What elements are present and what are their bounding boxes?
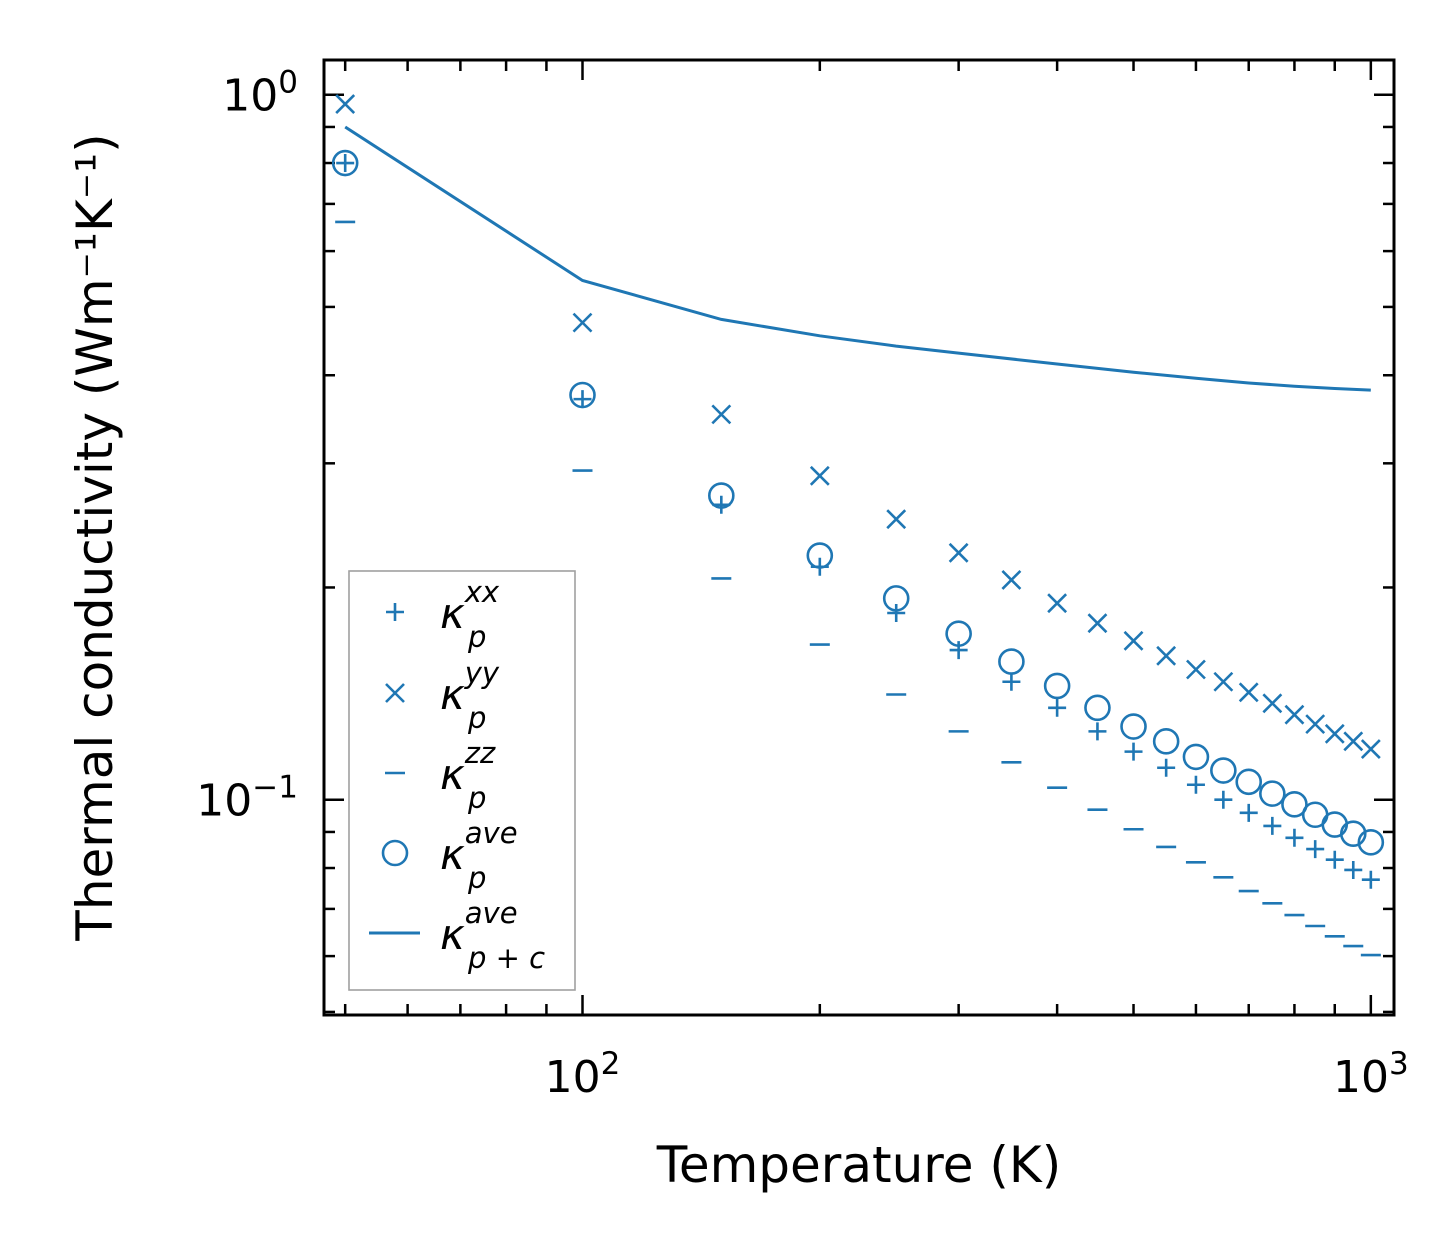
data-point-ave: [1339, 820, 1367, 847]
data-point-yy: [1087, 613, 1108, 634]
data-point-yy: [1262, 693, 1283, 714]
legend-handle-circle: [381, 839, 409, 867]
legend-handle-plus: [386, 603, 404, 621]
data-point-xx: [949, 641, 968, 660]
series-line-kappa-pc-ave: [344, 125, 1371, 392]
data-point-xx: [336, 154, 355, 173]
data-point-xx: [1285, 828, 1304, 847]
data-point-ave: [945, 620, 972, 647]
y-tick-label: 10−1: [196, 770, 298, 827]
legend-label: κave p: [440, 816, 518, 895]
y-axis-title: Thermal conductivity (Wm⁻¹K⁻¹): [66, 133, 124, 941]
legend-label: κxx p: [440, 575, 500, 654]
data-point-yy: [711, 404, 732, 425]
data-point-yy: [1343, 731, 1364, 752]
data-point-yy: [1360, 739, 1381, 759]
data-point-xx: [1344, 860, 1363, 879]
data-point-yy: [1001, 569, 1022, 590]
data-point-ave: [1281, 791, 1308, 818]
data-point-xx: [1239, 803, 1258, 822]
data-point-ave: [1357, 829, 1385, 856]
data-point-yy: [1238, 682, 1259, 703]
data-point-ave: [1210, 757, 1237, 784]
data-point-yy: [1324, 723, 1345, 744]
data-point-ave: [806, 542, 834, 569]
data-point-xx: [1157, 758, 1176, 777]
data-point-yy: [1123, 630, 1144, 651]
data-point-yy: [809, 465, 830, 486]
data-marks: [331, 94, 1385, 957]
data-point-ave: [1235, 768, 1263, 796]
data-point-yy: [335, 94, 356, 114]
x-tick-labels: 102 103: [545, 1046, 1409, 1103]
data-point-ave: [331, 149, 359, 177]
legend-frame: [348, 570, 576, 991]
data-point-ave: [882, 585, 910, 612]
data-point-ave: [998, 648, 1025, 675]
data-point-yy: [1284, 704, 1305, 725]
x-axis-title: Temperature (K): [656, 1136, 1061, 1194]
legend-label: κzz p: [440, 736, 496, 815]
data-point-ave: [569, 381, 596, 409]
data-point-xx: [573, 390, 592, 409]
data-point-xx: [1361, 870, 1380, 889]
data-point-xx: [887, 604, 906, 623]
data-point-ave: [1043, 672, 1071, 700]
x-tick-label: 103: [1333, 1046, 1409, 1103]
data-point-xx: [1325, 850, 1344, 869]
data-point-xx: [1306, 840, 1325, 859]
x-tick-label: 102: [545, 1046, 621, 1103]
data-point-yy: [572, 312, 593, 333]
legend-label: κave p + c: [440, 896, 545, 975]
data-point-xx: [1124, 742, 1143, 761]
legend-label: κyy p: [440, 656, 500, 735]
data-point-yy: [1156, 645, 1177, 666]
data-point-ave: [1152, 728, 1180, 755]
y-tick-labels: 10−1 100: [196, 65, 298, 827]
data-point-yy: [1186, 659, 1206, 680]
data-point-xx: [1214, 790, 1233, 809]
plot-frame: [322, 58, 1396, 1017]
data-point-ave: [1259, 780, 1286, 807]
y-tick-label: 100: [222, 65, 298, 122]
legend-handle-x: [385, 683, 405, 703]
data-point-yy: [948, 542, 969, 563]
data-point-xx: [1263, 816, 1282, 835]
data-point-xx: [1048, 698, 1067, 717]
data-point-ave: [708, 482, 735, 509]
data-point-yy: [1213, 671, 1234, 692]
data-point-xx: [1186, 775, 1205, 794]
data-point-ave: [1182, 743, 1210, 771]
axis-ticks: [324, 60, 1394, 1015]
data-point-ave: [1084, 694, 1111, 722]
data-point-ave: [1120, 713, 1147, 740]
data-point-yy: [886, 509, 907, 530]
data-point-yy: [1047, 593, 1068, 614]
data-point-xx: [1002, 672, 1021, 691]
data-point-yy: [1305, 714, 1326, 735]
data-point-xx: [1088, 722, 1107, 741]
